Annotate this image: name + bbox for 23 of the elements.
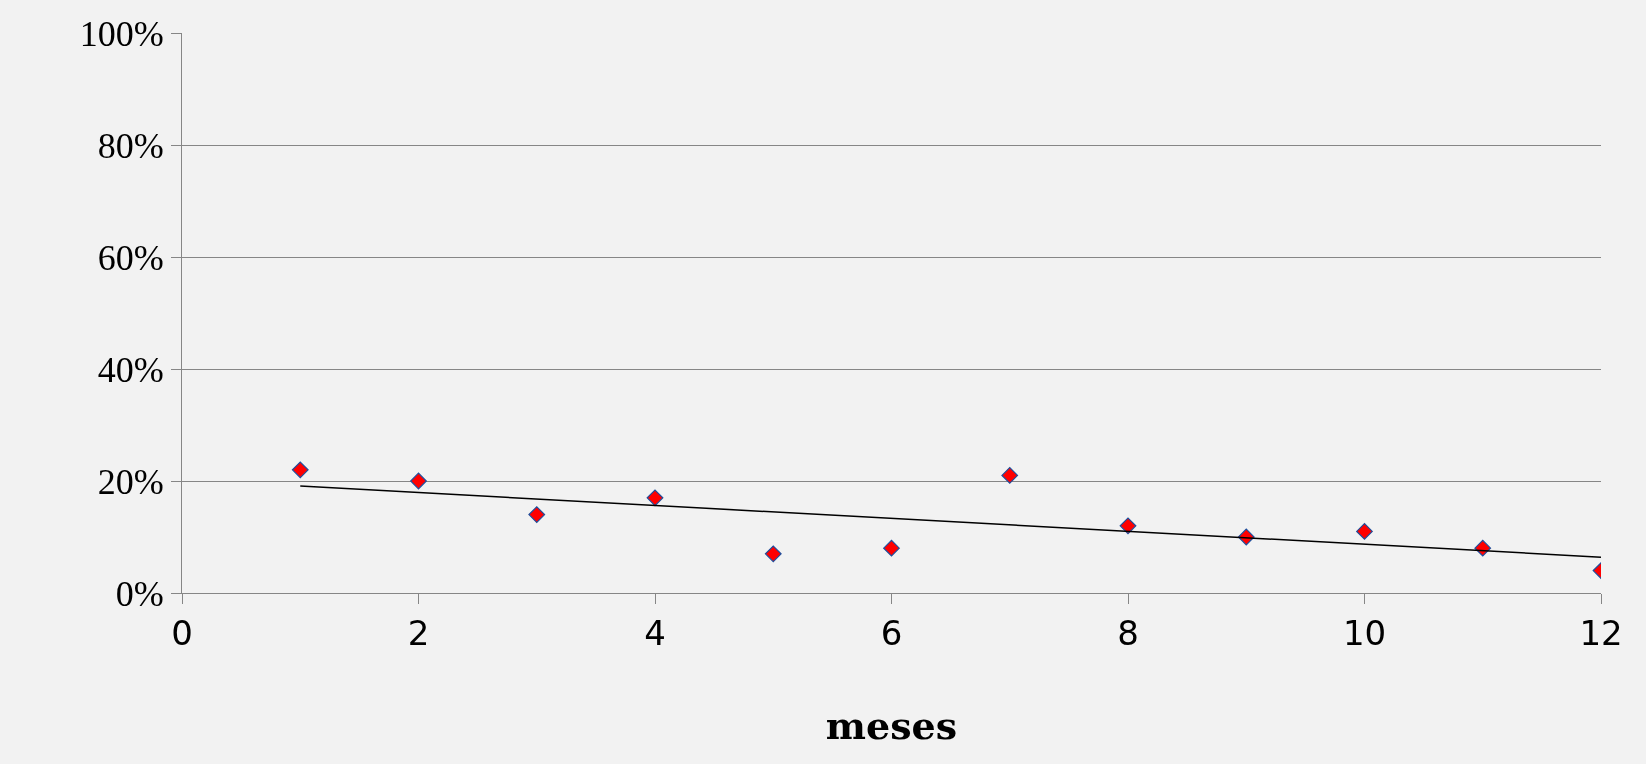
y-tick-label: 60% xyxy=(97,237,164,278)
y-tick-label: 80% xyxy=(97,125,164,166)
point xyxy=(291,461,309,479)
point xyxy=(764,545,782,563)
point xyxy=(1001,467,1019,484)
x-tick-label: 2 xyxy=(407,612,430,653)
x-tick-label: 10 xyxy=(1342,612,1387,653)
y-tick-label: 0% xyxy=(115,573,164,614)
point xyxy=(1119,517,1137,535)
point xyxy=(410,472,427,490)
x-axis-title: meses xyxy=(825,702,958,748)
point xyxy=(528,506,546,523)
y-tick-label: 100% xyxy=(79,13,164,54)
y-tick-label: 20% xyxy=(97,461,164,502)
point xyxy=(1356,523,1373,540)
y-tick-label: 40% xyxy=(97,349,164,390)
x-tick-label: 4 xyxy=(644,612,666,653)
x-tick-label: 12 xyxy=(1579,612,1623,653)
point xyxy=(883,539,900,557)
point xyxy=(646,489,664,507)
x-tick-label: 0 xyxy=(171,612,193,653)
x-tick-label: 6 xyxy=(880,612,903,653)
x-tick-label: 8 xyxy=(1117,612,1139,653)
